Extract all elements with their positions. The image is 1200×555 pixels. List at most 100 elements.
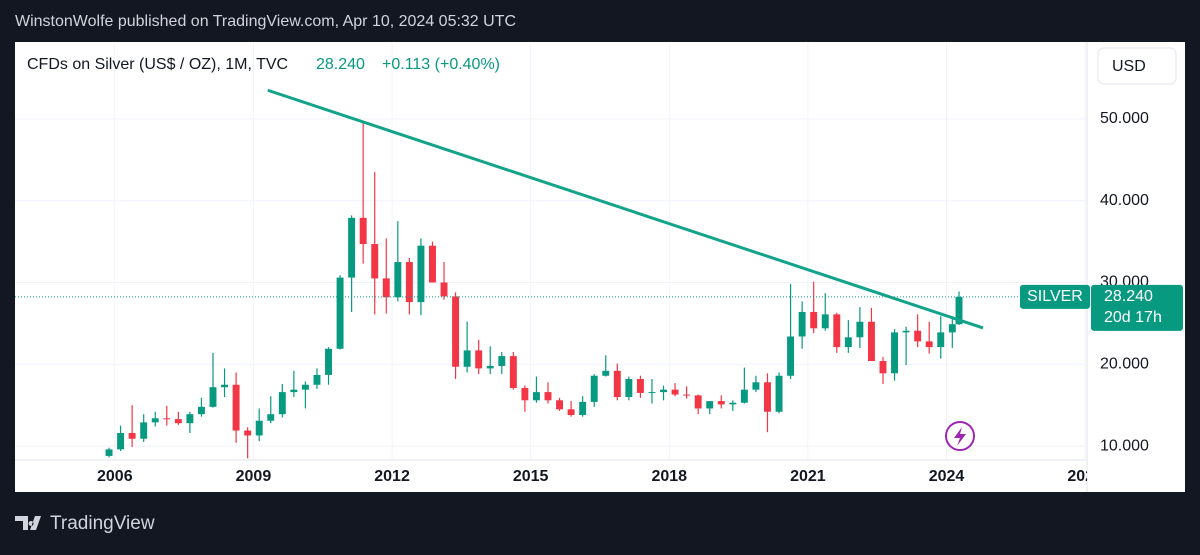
candle-body bbox=[648, 392, 656, 394]
candle-body bbox=[105, 449, 113, 456]
candle-body bbox=[683, 394, 691, 396]
symbol-tag bbox=[1020, 284, 1090, 309]
candle-body bbox=[729, 402, 737, 405]
candle-body bbox=[867, 321, 875, 362]
candle-body bbox=[856, 321, 864, 338]
candle-body bbox=[498, 356, 506, 366]
candle-body bbox=[810, 311, 818, 329]
candle-body bbox=[879, 361, 887, 374]
candle-body bbox=[221, 384, 229, 388]
y-tick-label: 10.000 bbox=[1100, 437, 1149, 454]
candle-body bbox=[394, 262, 402, 298]
candle-body bbox=[417, 245, 425, 303]
candle-body bbox=[833, 314, 841, 348]
candle-body bbox=[590, 375, 598, 402]
candle-body bbox=[151, 418, 159, 423]
x-axis: 2006 2009 2012 2015 2018 2021 2024 2027 bbox=[97, 468, 1087, 485]
candle-body bbox=[660, 389, 667, 393]
x-tick-label: 2009 bbox=[236, 468, 272, 485]
candle-body bbox=[301, 384, 309, 390]
candle-body bbox=[140, 422, 148, 439]
price-tag-countdown: 20d 17h bbox=[1104, 309, 1162, 326]
x-tick-label: 2024 bbox=[929, 468, 965, 485]
price-change: +0.113 (+0.40%) bbox=[382, 56, 500, 73]
candle-body bbox=[174, 419, 182, 424]
last-price: 28.240 bbox=[316, 56, 365, 73]
candle-body bbox=[475, 350, 483, 369]
candle-body bbox=[128, 433, 136, 439]
candle-body bbox=[925, 341, 933, 348]
candle-body bbox=[625, 379, 633, 398]
candle-body bbox=[914, 330, 922, 342]
y-tick-label: 20.000 bbox=[1100, 356, 1149, 373]
candle-body bbox=[764, 382, 771, 412]
candle-body bbox=[891, 332, 899, 374]
candle-body bbox=[452, 296, 460, 367]
brand-logo: TradingView bbox=[15, 513, 155, 534]
candle-body bbox=[197, 406, 205, 415]
currency-label: USD bbox=[1112, 58, 1146, 75]
candle-body bbox=[579, 401, 587, 416]
candle-body bbox=[255, 420, 263, 436]
candle-body bbox=[740, 389, 748, 403]
candle-body bbox=[209, 387, 217, 407]
candle-body bbox=[636, 379, 644, 393]
candle-body bbox=[556, 400, 564, 410]
candle-body bbox=[117, 433, 125, 450]
y-tick-label: 50.000 bbox=[1100, 110, 1149, 127]
brand-name: TradingView bbox=[50, 513, 155, 534]
candle-body bbox=[486, 365, 494, 369]
candle-body bbox=[509, 356, 517, 389]
candle-body bbox=[567, 409, 575, 416]
candle-body bbox=[267, 414, 275, 421]
candle-body bbox=[532, 392, 540, 401]
candle-body bbox=[463, 350, 471, 367]
candle-body bbox=[671, 389, 679, 395]
candle-body bbox=[405, 262, 413, 303]
chart-title: CFDs on Silver (US$ / OZ), 1M, TVC bbox=[27, 56, 288, 73]
grid bbox=[15, 42, 1087, 460]
candle-body bbox=[948, 324, 956, 333]
candle-body bbox=[521, 388, 529, 401]
candle-body bbox=[336, 277, 344, 349]
candle-body bbox=[429, 245, 436, 283]
x-tick-label: 2018 bbox=[651, 468, 687, 485]
candle-body bbox=[937, 332, 945, 348]
candle-body bbox=[694, 395, 702, 409]
candle-body bbox=[706, 401, 714, 409]
candle-body bbox=[371, 244, 379, 279]
currency-button[interactable] bbox=[1097, 47, 1177, 85]
candle-body bbox=[717, 401, 725, 405]
candle-body bbox=[821, 314, 829, 329]
candle-body bbox=[544, 392, 552, 401]
candle-body bbox=[186, 414, 194, 424]
published-note: WinstonWolfe published on TradingView.co… bbox=[15, 13, 516, 30]
x-tick-label: 2021 bbox=[790, 468, 826, 485]
candle-body bbox=[325, 348, 332, 375]
alert-icon bbox=[945, 421, 975, 451]
x-tick-label: 2012 bbox=[374, 468, 410, 485]
candle-body bbox=[313, 374, 321, 385]
x-tick-label: 2015 bbox=[513, 468, 549, 485]
candle-body bbox=[348, 217, 356, 278]
candle-body bbox=[244, 430, 252, 436]
candle-body bbox=[613, 370, 621, 398]
candle-body bbox=[440, 282, 448, 297]
candle-body bbox=[290, 389, 298, 393]
price-tag-value: 28.240 bbox=[1104, 288, 1153, 305]
candle-body bbox=[278, 392, 286, 415]
candle-body bbox=[955, 296, 963, 325]
candle-body bbox=[798, 311, 806, 337]
candle-body bbox=[844, 337, 852, 348]
candle-body bbox=[359, 217, 367, 245]
chart-panel bbox=[15, 42, 1185, 492]
candle-body bbox=[232, 384, 240, 431]
trendline bbox=[267, 88, 984, 330]
candle-body bbox=[787, 336, 795, 376]
candle-body bbox=[163, 418, 171, 420]
candles bbox=[105, 88, 984, 459]
symbol-label: SILVER bbox=[1027, 288, 1083, 305]
x-tick-label: 2006 bbox=[97, 468, 133, 485]
